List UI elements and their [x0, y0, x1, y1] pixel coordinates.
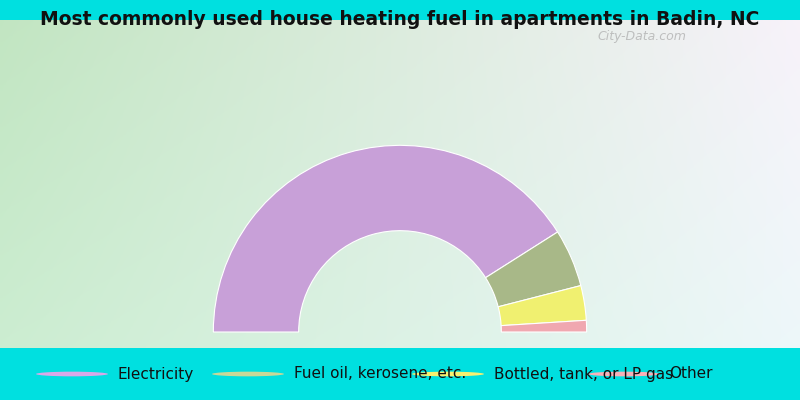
Text: City-Data.com: City-Data.com — [598, 30, 686, 43]
Circle shape — [412, 372, 484, 376]
Text: Electricity: Electricity — [118, 366, 194, 382]
Wedge shape — [498, 286, 586, 326]
Text: Fuel oil, kerosene, etc.: Fuel oil, kerosene, etc. — [294, 366, 466, 382]
Text: Bottled, tank, or LP gas: Bottled, tank, or LP gas — [494, 366, 673, 382]
Circle shape — [212, 372, 284, 376]
Wedge shape — [214, 145, 558, 332]
Wedge shape — [501, 320, 586, 332]
Text: Most commonly used house heating fuel in apartments in Badin, NC: Most commonly used house heating fuel in… — [40, 10, 760, 29]
Text: Other: Other — [670, 366, 713, 382]
Wedge shape — [486, 232, 581, 307]
Circle shape — [588, 372, 660, 376]
Circle shape — [36, 372, 108, 376]
